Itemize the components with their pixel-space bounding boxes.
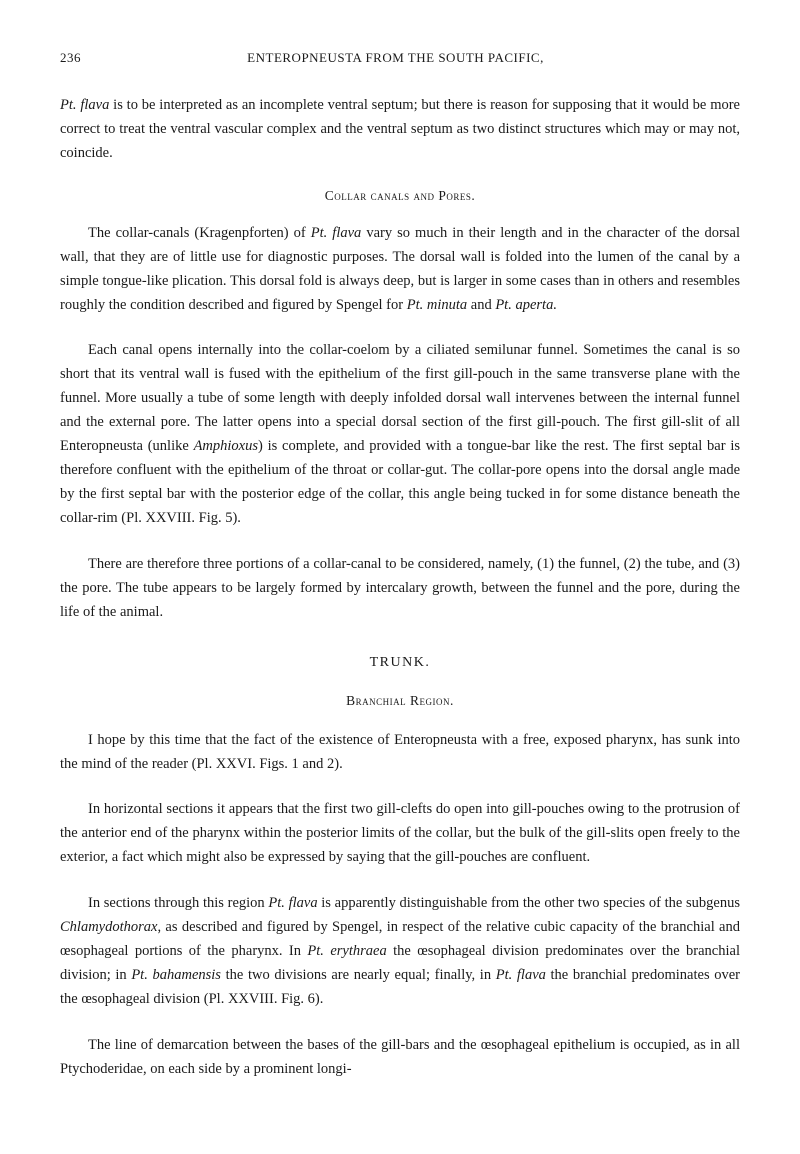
page-header: 236 ENTEROPNEUSTA FROM THE SOUTH PACIFIC… [60,50,740,66]
species-name: Pt. flava [268,895,317,911]
paragraph-2: The collar-canals (Kragenpforten) of Pt.… [60,222,740,318]
paragraph-1: Pt. flava is to be interpreted as an inc… [60,94,740,166]
section-heading-collar: Collar canals and Pores. [60,188,740,204]
species-name: Pt. flava [60,97,109,113]
text-run: The line of demarcation between the base… [60,1037,740,1077]
species-name: Pt. aperta. [495,297,557,313]
text-run: I hope by this time that the fact of the… [60,732,740,772]
species-name: Pt. erythraea [307,943,386,959]
paragraph-6: In horizontal sections it appears that t… [60,798,740,870]
paragraph-5: I hope by this time that the fact of the… [60,729,740,777]
paragraph-3: Each canal opens internally into the col… [60,339,740,530]
running-title: ENTEROPNEUSTA FROM THE SOUTH PACIFIC, [51,50,740,66]
text-run: The collar-canals (Kragenpforten) of [88,225,311,241]
species-name: Pt. bahamensis [131,967,221,983]
species-name: Pt. minuta [407,297,467,313]
text-run: There are therefore three portions of a … [60,556,740,620]
species-name: Chlamydothorax [60,919,157,935]
major-heading-trunk: TRUNK. [60,655,740,671]
species-name: Amphioxus [194,438,258,454]
sub-heading-branchial: Branchial Region. [60,693,740,709]
species-name: Pt. flava [496,967,546,983]
text-run: and [467,297,495,313]
text-run: In horizontal sections it appears that t… [60,801,740,865]
paragraph-7: In sections through this region Pt. flav… [60,892,740,1012]
paragraph-4: There are therefore three portions of a … [60,553,740,625]
text-run: the two divisions are nearly equal; fina… [221,967,496,983]
page-container: 236 ENTEROPNEUSTA FROM THE SOUTH PACIFIC… [0,0,800,1154]
paragraph-8: The line of demarcation between the base… [60,1034,740,1082]
text-run: is apparently distinguishable from the o… [318,895,740,911]
text-run: In sections through this region [88,895,268,911]
text-run: is to be interpreted as an incomplete ve… [60,97,740,161]
species-name: Pt. flava [311,225,362,241]
